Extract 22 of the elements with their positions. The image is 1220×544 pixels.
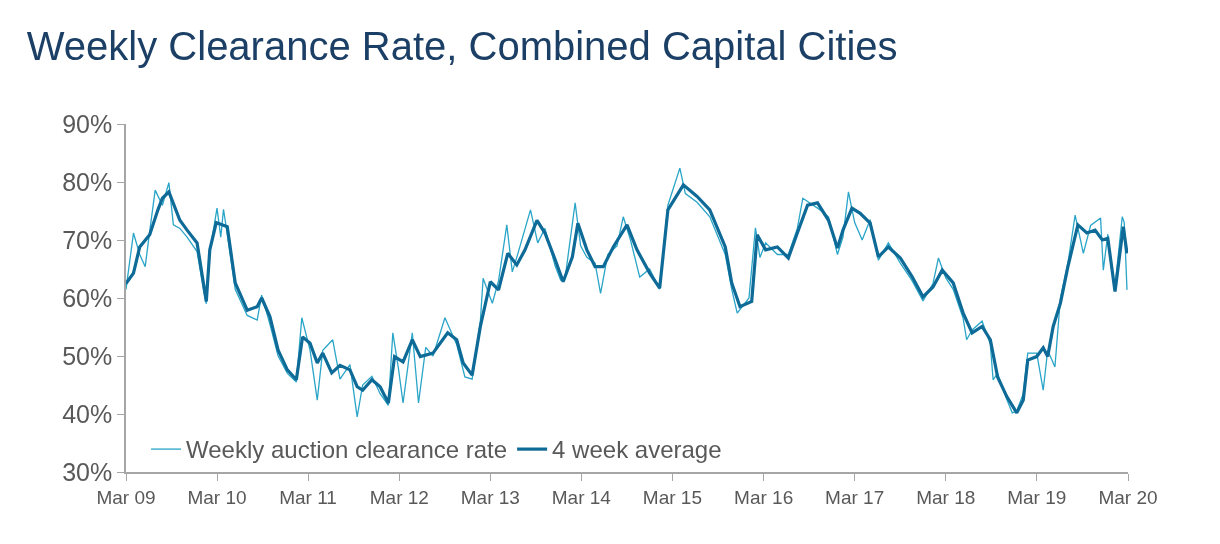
x-tick-label: Mar 17 <box>825 486 885 508</box>
y-tick-label: 70% <box>62 225 113 254</box>
y-tick-label: 80% <box>62 167 113 196</box>
y-tick-label: 50% <box>62 341 113 370</box>
x-tick-label: Mar 09 <box>96 486 156 508</box>
y-tick-label: 40% <box>62 399 113 428</box>
legend-label: 4 week average <box>552 436 722 464</box>
y-tick-label: 90% <box>62 109 113 138</box>
x-tick-label: Mar 11 <box>279 486 337 508</box>
x-tick-label: Mar 13 <box>460 486 520 508</box>
legend-label: Weekly auction clearance rate <box>186 436 508 464</box>
x-tick-label: Mar 12 <box>369 486 429 508</box>
y-tick-label: 60% <box>62 283 113 312</box>
x-tick-label: Mar 14 <box>551 486 612 508</box>
y-tick-label: 30% <box>62 457 113 486</box>
x-tick-label: Mar 16 <box>734 486 794 508</box>
x-tick-label: Mar 19 <box>1007 486 1067 508</box>
x-tick-label: Mar 15 <box>642 486 702 508</box>
chart-title: Weekly Clearance Rate, Combined Capital Cities <box>26 24 898 69</box>
x-tick-label: Mar 20 <box>1098 486 1158 508</box>
x-tick-label: Mar 18 <box>916 486 976 508</box>
x-tick-label: Mar 10 <box>187 486 247 508</box>
